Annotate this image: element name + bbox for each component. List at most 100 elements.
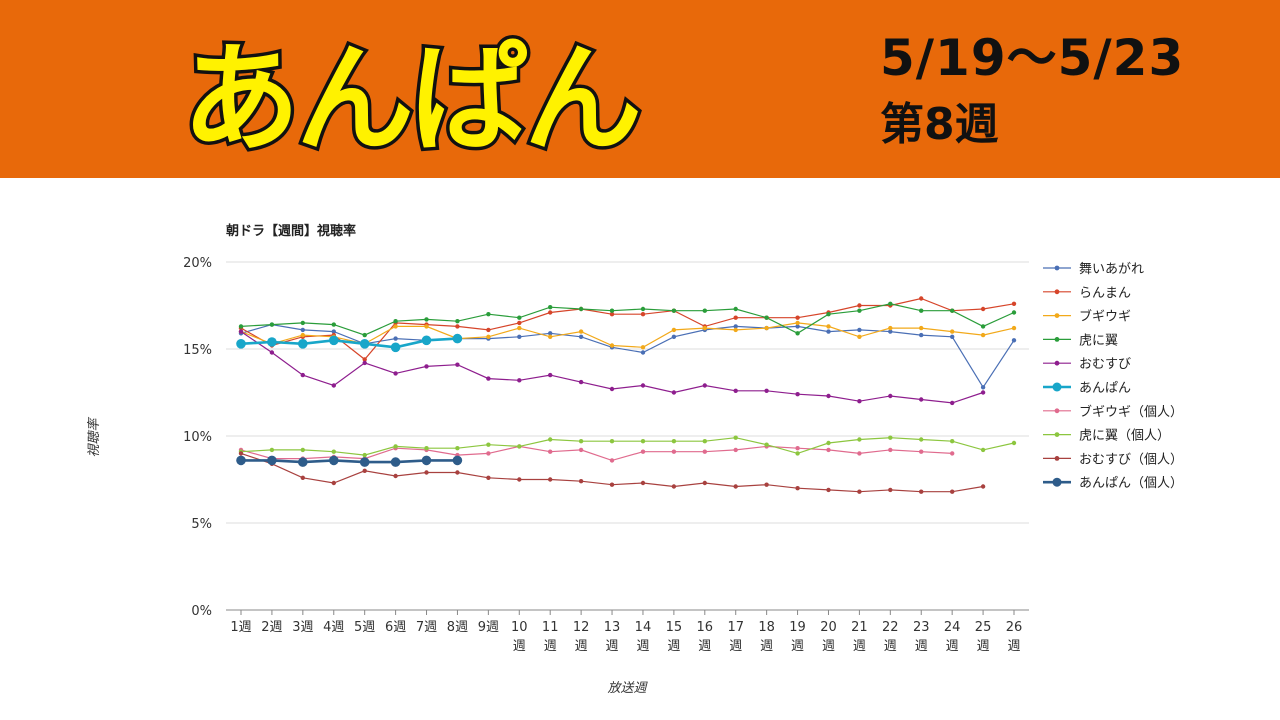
data-point [455, 470, 460, 475]
data-point [298, 457, 308, 467]
series-3 [238, 320, 1017, 350]
data-point [702, 325, 707, 331]
data-point [950, 400, 955, 406]
data-point [857, 451, 862, 456]
data-point [702, 383, 707, 388]
data-point [764, 482, 769, 487]
data-point [764, 388, 769, 393]
data-point [980, 324, 986, 329]
data-point [269, 447, 275, 453]
data-point [486, 327, 491, 333]
series-4 [238, 301, 1017, 338]
data-point [857, 399, 862, 404]
data-point [455, 362, 460, 367]
data-point [424, 364, 429, 369]
legend-label: 虎に翼（個人） [1079, 429, 1170, 444]
x-axis-title: 放送週 [607, 681, 648, 696]
x-tick-label: 18 週 [758, 620, 775, 654]
data-point [548, 477, 553, 482]
data-point [455, 324, 460, 329]
legend-label: らんまん [1079, 286, 1131, 301]
data-point [671, 334, 677, 339]
data-point [329, 335, 339, 346]
series-line [240, 437, 1015, 456]
data-point [950, 308, 955, 313]
data-point [795, 320, 800, 326]
legend-label: 虎に翼 [1079, 333, 1118, 348]
data-point [1011, 440, 1017, 446]
data-point [671, 439, 677, 444]
data-point [609, 308, 615, 313]
legend-swatch-dot [1052, 382, 1062, 392]
x-tick-label: 4週 [323, 620, 344, 635]
data-point [421, 455, 432, 466]
date-range: 5/19～5/23 [880, 29, 1185, 87]
data-point [455, 319, 460, 324]
data-point [578, 439, 584, 444]
data-point [300, 475, 305, 480]
data-point [764, 442, 769, 447]
data-point [421, 335, 432, 346]
data-point [919, 397, 924, 402]
legend-label: おむすび [1079, 357, 1131, 372]
y-axis-title: 視聴率 [86, 417, 102, 458]
data-point [300, 372, 305, 378]
data-point [424, 446, 429, 451]
data-point [640, 345, 646, 350]
data-point [331, 449, 336, 454]
x-tick-label: 9週 [478, 620, 499, 635]
data-point [733, 324, 738, 329]
data-point [640, 449, 646, 454]
data-point [733, 447, 738, 453]
data-point [857, 303, 862, 308]
data-point [578, 447, 584, 453]
data-point [517, 444, 522, 449]
legend-swatch-dot [1054, 456, 1060, 461]
legend-item: らんまん [1043, 286, 1131, 301]
data-point [362, 357, 367, 362]
x-tick-labels: 1週 2週 3週 4週 5週 6週 7週 8週 9週 10 週 11 週 12 週 13 週 14 週 15 週 16 週 1… [230, 610, 1022, 654]
data-point [919, 308, 924, 313]
data-point [795, 392, 800, 397]
data-point [919, 437, 924, 442]
data-point [795, 446, 800, 451]
data-point [300, 327, 305, 333]
x-tick-label: 15 週 [666, 620, 683, 654]
data-point [671, 484, 677, 489]
legend-swatch-dot [1054, 265, 1060, 271]
data-point [795, 315, 800, 320]
data-point [424, 317, 429, 322]
data-point [578, 334, 584, 339]
data-point [671, 327, 677, 333]
data-point [548, 437, 553, 442]
x-tick-label: 14 週 [635, 620, 652, 654]
data-point [452, 455, 463, 466]
data-point [702, 439, 707, 444]
data-point [919, 296, 924, 301]
x-tick-label: 8週 [447, 620, 468, 635]
legend-label: おむすび（個人） [1079, 452, 1183, 467]
data-point [393, 324, 398, 329]
data-point [609, 439, 615, 444]
x-tick-label: 3週 [292, 620, 313, 635]
data-point [857, 327, 862, 333]
series-line [240, 337, 458, 349]
data-point [795, 324, 800, 329]
data-point [609, 312, 615, 317]
legend-swatch-dot [1054, 313, 1060, 318]
data-point [331, 329, 336, 334]
data-point [919, 332, 924, 338]
data-point [950, 329, 955, 334]
data-point [517, 325, 522, 331]
week-label: 第8週 [880, 99, 999, 150]
x-tick-label: 26 週 [1006, 620, 1023, 654]
data-point [393, 444, 398, 449]
data-point [486, 376, 491, 381]
data-point [486, 442, 491, 447]
data-point [486, 475, 491, 480]
data-point [359, 339, 370, 349]
x-tick-label: 13 週 [604, 620, 621, 654]
series-lines [236, 296, 1017, 494]
data-point [517, 477, 522, 482]
series-9 [238, 451, 986, 494]
